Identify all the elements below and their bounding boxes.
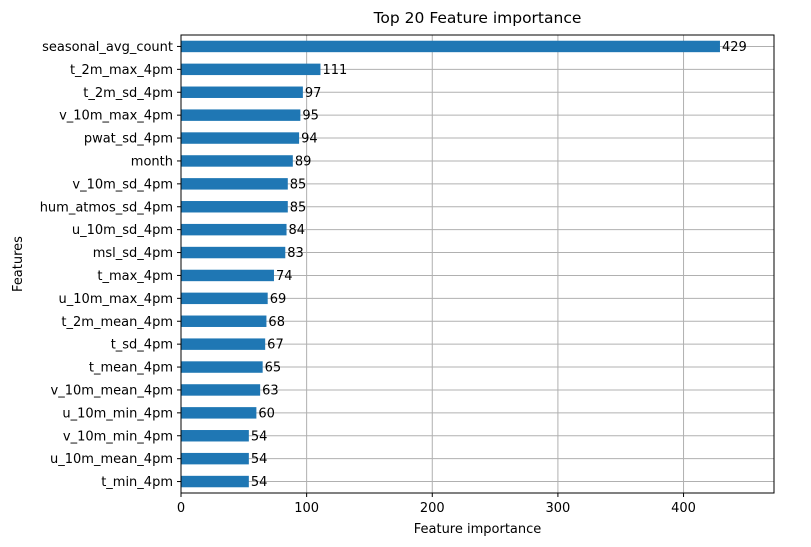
data-label: 85 (290, 200, 307, 215)
y-tick-label: t_mean_4pm (89, 361, 173, 376)
x-tick-label: 400 (671, 501, 696, 516)
bar (181, 40, 720, 53)
y-tick-label: v_10m_mean_4pm (51, 383, 173, 398)
y-tick-label: v_10m_sd_4pm (72, 177, 173, 192)
y-axis-label: Features (11, 236, 26, 292)
bar (181, 223, 287, 236)
x-tick-label: 300 (545, 501, 570, 516)
y-tick-label: t_2m_sd_4pm (83, 86, 173, 101)
x-tick-label: 100 (294, 501, 319, 516)
ticks-layer: 0 100 200 300 400 (177, 45, 696, 516)
bar (181, 315, 267, 327)
y-tick-label: seasonal_avg_count (42, 40, 173, 55)
data-label: 94 (301, 132, 318, 147)
bar (181, 452, 249, 465)
bars-layer (181, 40, 720, 488)
data-label: 65 (265, 361, 282, 376)
y-tick-label: u_10m_min_4pm (62, 406, 173, 421)
chart-title: Top 20 Feature importance (373, 9, 582, 27)
bar (181, 132, 300, 144)
x-tick-label: 200 (420, 501, 445, 516)
bar (181, 338, 266, 350)
data-label: 54 (251, 429, 268, 444)
data-label: 95 (302, 109, 319, 124)
y-tick-label: t_min_4pm (101, 475, 173, 490)
data-label: 85 (290, 177, 307, 192)
bar (181, 201, 288, 213)
y-tick-label: u_10m_max_4pm (59, 292, 173, 307)
bar (181, 269, 274, 282)
plot-frame (180, 34, 775, 494)
bar (181, 292, 268, 305)
data-label: 89 (295, 154, 312, 169)
data-label: 111 (322, 63, 347, 78)
y-tick-label: t_2m_mean_4pm (61, 315, 173, 330)
bar (181, 430, 249, 442)
data-label: 67 (267, 338, 284, 353)
bar (181, 63, 321, 76)
bar (181, 178, 288, 190)
y-tick-label: v_10m_max_4pm (59, 109, 173, 124)
bar (181, 86, 303, 98)
x-axis-label: Feature importance (414, 522, 542, 537)
data-label: 63 (262, 383, 279, 398)
data-label: 83 (287, 246, 304, 261)
data-label: 54 (251, 452, 268, 467)
data-label: 54 (251, 475, 268, 490)
y-tick-label: u_10m_mean_4pm (50, 452, 173, 467)
y-tick-label: v_10m_min_4pm (63, 429, 173, 444)
bar (181, 384, 261, 396)
bar (181, 155, 293, 167)
data-label: 84 (289, 223, 306, 238)
y-tick-label: pwat_sd_4pm (84, 132, 173, 147)
y-tick-label: hum_atmos_sd_4pm (40, 200, 173, 215)
bar (181, 407, 257, 419)
y-tick-label: t_2m_max_4pm (70, 63, 173, 78)
data-label: 97 (305, 86, 322, 101)
y-tick-label: month (131, 154, 173, 169)
x-tick-label: 0 (177, 501, 185, 516)
labels-layer: seasonal_avg_count 429 t_2m_max_4pm 111 t_2m… (40, 40, 747, 490)
y-tick-label: t_sd_4pm (111, 338, 173, 353)
data-label: 74 (276, 269, 293, 284)
data-label: 429 (722, 40, 747, 55)
bar (181, 361, 263, 373)
y-tick-label: u_10m_sd_4pm (72, 223, 173, 238)
bar (181, 246, 286, 259)
bar (181, 475, 249, 488)
data-label: 69 (270, 292, 287, 307)
y-tick-label: msl_sd_4pm (93, 246, 173, 261)
bar (181, 109, 301, 121)
grid-layer (180, 35, 774, 493)
y-tick-label: t_max_4pm (97, 269, 173, 284)
data-label: 68 (268, 315, 285, 330)
data-label: 60 (258, 406, 275, 421)
